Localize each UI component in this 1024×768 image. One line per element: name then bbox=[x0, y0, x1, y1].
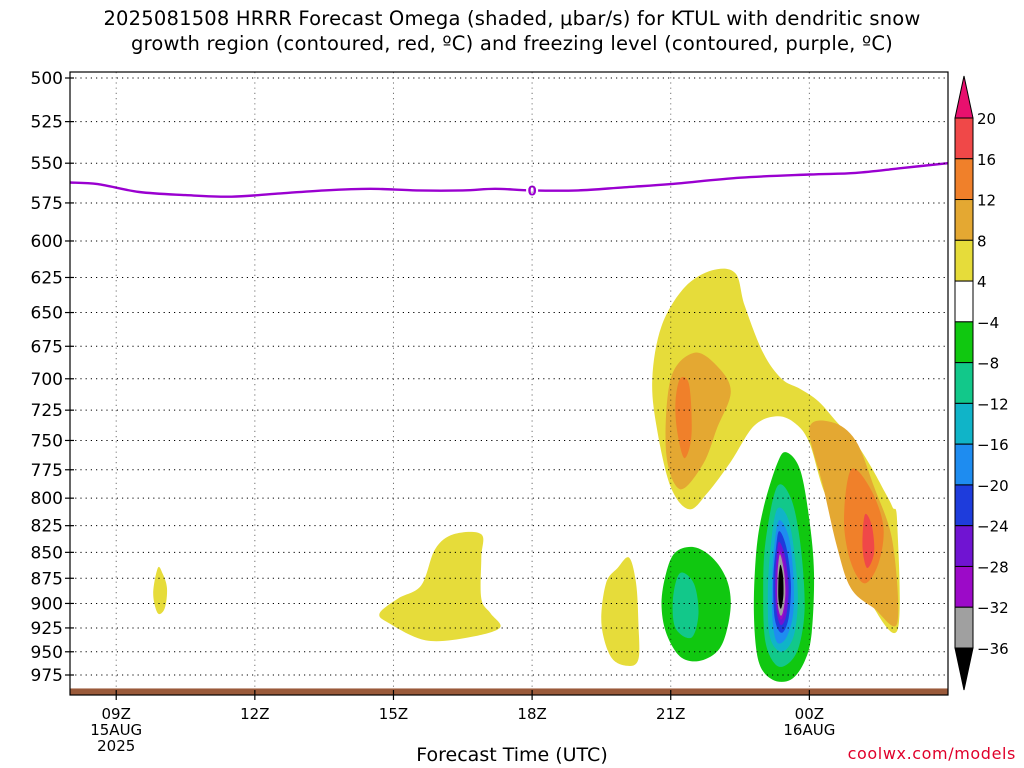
y-tick-label-675: 675 bbox=[31, 337, 63, 357]
x-tick-label-24-1: 16AUG bbox=[783, 721, 835, 739]
colorbar-bin-11 bbox=[954, 525, 974, 567]
y-tick-label-750: 750 bbox=[31, 431, 63, 451]
y-tick-label-525: 525 bbox=[31, 113, 63, 133]
colorbar: 20 16 12 8 4 −4 −8 −12 −16 −20 −24 −28 −32 −36 bbox=[954, 75, 1009, 691]
y-tick-label-725: 725 bbox=[31, 401, 63, 421]
colorbar-label-1: 16 bbox=[977, 151, 996, 169]
colorbar-bin-1 bbox=[954, 117, 974, 160]
x-tick-label-12-0: 12Z bbox=[240, 705, 269, 723]
colorbar-label-5: −4 bbox=[977, 314, 999, 332]
y-tick-label-550: 550 bbox=[31, 154, 63, 174]
y-tick-label-500: 500 bbox=[31, 69, 63, 89]
colorbar-label-6: −8 bbox=[977, 355, 999, 373]
region-omega-neg8-12-a bbox=[672, 572, 699, 639]
y-tick-label-800: 800 bbox=[31, 489, 63, 509]
plot-frame bbox=[69, 71, 949, 696]
x-tick-label-9-0: 09Z bbox=[102, 705, 131, 723]
colorbar-bin-9 bbox=[954, 443, 974, 486]
colorbar-label-11: −28 bbox=[977, 558, 1009, 576]
colorbar-label-3: 8 bbox=[977, 232, 987, 250]
x-tick-label-24-0: 00Z bbox=[795, 705, 824, 723]
credit-text: coolwx.com/models bbox=[847, 744, 1016, 763]
x-tick-label-15-0: 15Z bbox=[379, 705, 408, 723]
y-tick-label-925: 925 bbox=[31, 619, 63, 639]
colorbar-label-4: 4 bbox=[977, 273, 987, 291]
colorbar-label-13: −36 bbox=[977, 640, 1009, 658]
x-tick-label-18-0: 18Z bbox=[517, 705, 546, 723]
colorbar-bin-5 bbox=[954, 280, 974, 323]
colorbar-bin-13 bbox=[954, 606, 974, 649]
y-tick-label-975: 975 bbox=[31, 666, 63, 686]
colorbar-bin-4 bbox=[954, 239, 974, 282]
colorbar-top-arrow bbox=[954, 75, 974, 119]
x-tick-label-9-1: 15AUG bbox=[90, 721, 142, 739]
colorbar-bin-10 bbox=[954, 484, 974, 527]
colorbar-label-7: −12 bbox=[977, 395, 1009, 413]
colorbar-bin-6 bbox=[954, 321, 974, 364]
colorbar-label-10: −24 bbox=[977, 518, 1009, 536]
y-tick-label-775: 775 bbox=[31, 461, 63, 481]
chart-title-line1: 2025081508 HRRR Forecast Omega (shaded, … bbox=[103, 7, 921, 30]
chart-title: 2025081508 HRRR Forecast Omega (shaded, … bbox=[0, 6, 1024, 56]
colorbar-bin-3 bbox=[954, 199, 974, 241]
region-omega-below-36 bbox=[778, 564, 784, 609]
y-tick-label-625: 625 bbox=[31, 268, 63, 288]
region-omega-4-8-a bbox=[652, 268, 900, 634]
axes: 500 525 550 575 600 625 650 675 700 725 750 775 800 8… bbox=[31, 69, 949, 755]
y-tick-label-600: 600 bbox=[31, 232, 63, 252]
y-tick-label-825: 825 bbox=[31, 517, 63, 537]
colorbar-bottom-arrow bbox=[954, 647, 974, 691]
y-tick-label-700: 700 bbox=[31, 370, 63, 390]
colorbar-label-0: 20 bbox=[977, 110, 996, 128]
colorbar-bin-8 bbox=[954, 402, 974, 445]
contour-lines: 0 bbox=[70, 162, 948, 199]
y-tick-label-900: 900 bbox=[31, 594, 63, 614]
freezing-level-line bbox=[70, 162, 948, 198]
region-omega-4-8-c bbox=[379, 531, 501, 642]
surface-band bbox=[70, 688, 948, 695]
y-tick-label-850: 850 bbox=[31, 543, 63, 563]
colorbar-bin-7 bbox=[954, 362, 974, 404]
colorbar-bin-12 bbox=[954, 565, 974, 608]
y-tick-label-575: 575 bbox=[31, 194, 63, 214]
omega-shaded-regions bbox=[70, 268, 948, 695]
colorbar-label-9: −20 bbox=[977, 477, 1009, 495]
x-tick-label-21-0: 21Z bbox=[656, 705, 685, 723]
colorbar-bin-2 bbox=[954, 158, 974, 201]
region-omega-4-8-d bbox=[153, 566, 168, 615]
colorbar-label-12: −32 bbox=[977, 599, 1009, 617]
region-omega-16-20-b bbox=[862, 513, 875, 569]
chart-title-line2: growth region (contoured, red, ºC) and f… bbox=[131, 32, 893, 55]
freezing-level-label-bg bbox=[526, 182, 539, 198]
region-omega-4-8-b bbox=[601, 557, 640, 666]
grid-lines bbox=[70, 72, 948, 695]
x-tick-label-9-2: 2025 bbox=[97, 737, 135, 755]
x-axis-label: Forecast Time (UTC) bbox=[416, 744, 608, 766]
colorbar-label-8: −16 bbox=[977, 436, 1009, 454]
y-tick-label-875: 875 bbox=[31, 569, 63, 589]
colorbar-label-2: 12 bbox=[977, 192, 996, 210]
region-omega-12-16-a bbox=[675, 376, 692, 459]
y-tick-label-950: 950 bbox=[31, 643, 63, 663]
y-tick-label-650: 650 bbox=[31, 304, 63, 324]
